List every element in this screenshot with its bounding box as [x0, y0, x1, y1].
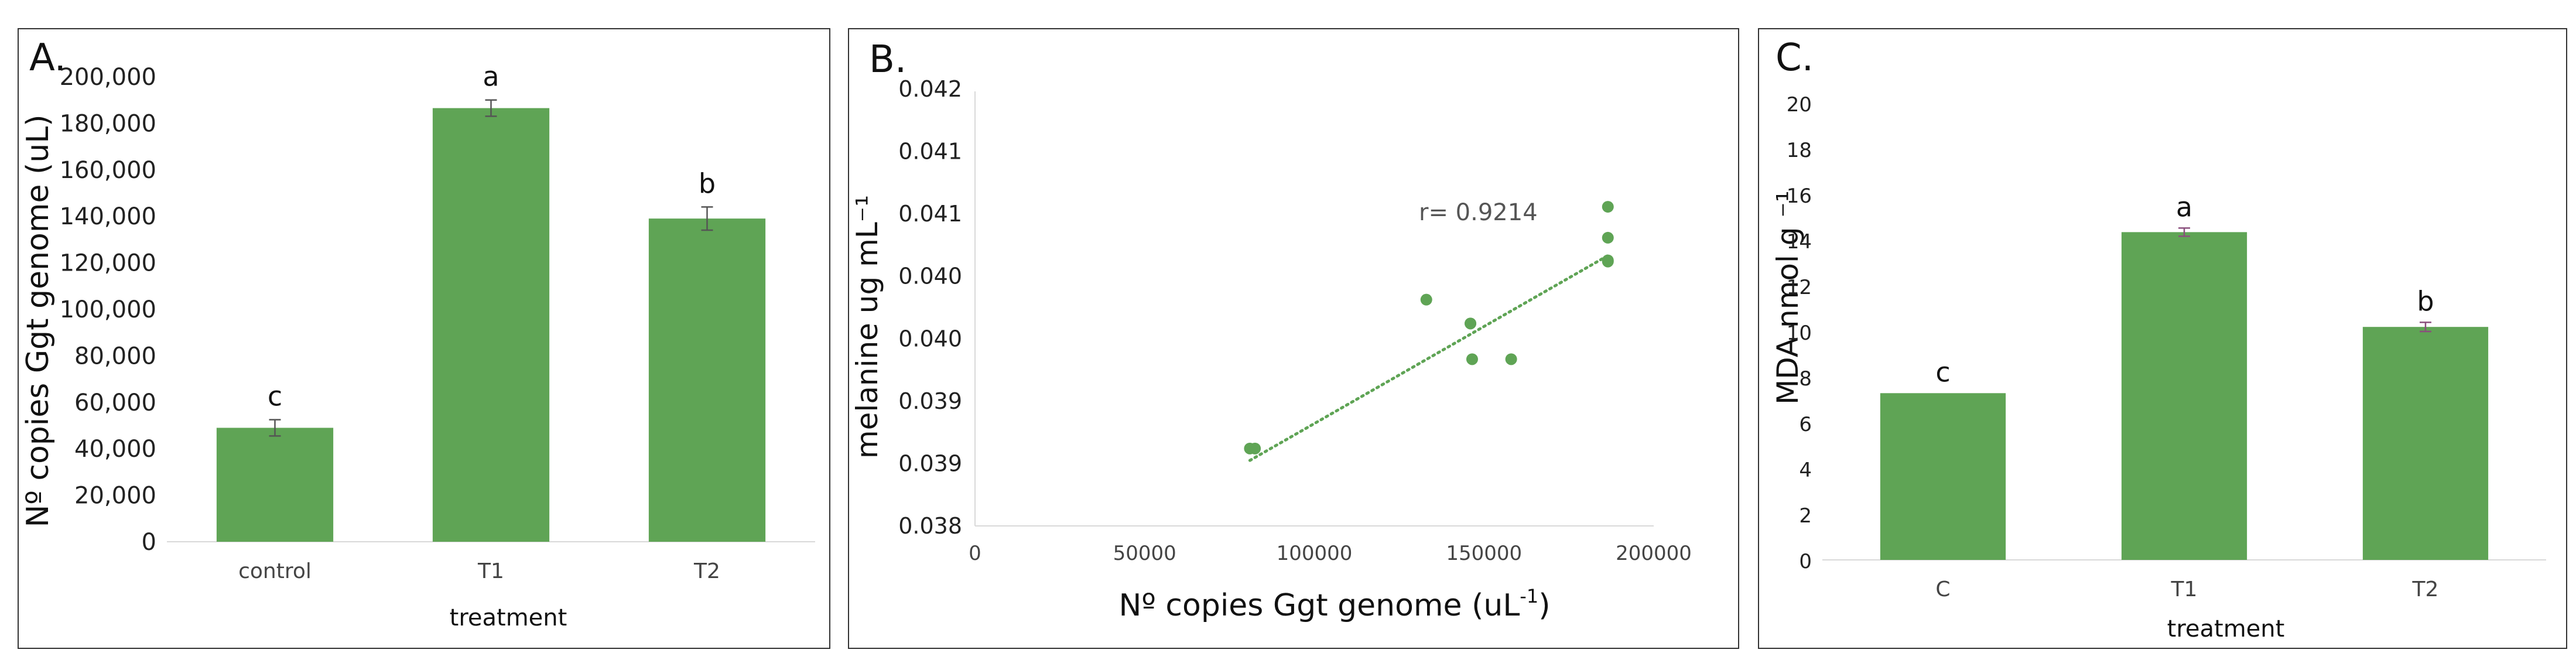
y-tick-label: 16: [1787, 184, 1812, 208]
plot-area: 0.038 0.039 0.039 0.040 0.040 0.041 0.041 0.042…: [898, 76, 1692, 565]
y-tick-label: 8: [1799, 367, 1812, 391]
data-point: [1249, 442, 1261, 454]
data-point: [1505, 353, 1517, 365]
data-point: [1602, 254, 1614, 266]
y-tick-label: 180,000: [60, 110, 156, 137]
y-tick-label: 0.042: [898, 76, 962, 102]
x-tick-label: C: [1935, 577, 1950, 601]
y-tick-label: 200,000: [60, 64, 156, 91]
y-tick-label: 0.039: [898, 388, 962, 414]
x-axis-label: Nº copies Ggt genome (uL-1): [1119, 585, 1551, 623]
y-tick-label: 0.041: [898, 139, 962, 165]
x-tick-label: control: [238, 559, 312, 583]
panel-frame: [848, 28, 1739, 649]
bar: [2362, 327, 2489, 560]
significance-letter: c: [1935, 356, 1950, 388]
bar: [1880, 393, 2006, 560]
y-tick-label: 2: [1799, 504, 1812, 528]
y-tick-label: 4: [1799, 459, 1812, 482]
y-tick-label: 6: [1799, 413, 1812, 436]
y-tick-label: 0.040: [898, 326, 962, 351]
plot-area: 0 20,000 40,000 60,000 80,000 100,000 120,000 1…: [60, 61, 815, 583]
y-axis-label: Nº copies Ggt genome (uL): [20, 114, 56, 527]
significance-letter: b: [699, 168, 716, 199]
y-tick-label: 10: [1787, 322, 1812, 345]
x-tick-label: 100000: [1277, 542, 1353, 565]
x-axis-label: treatment: [450, 604, 567, 631]
y-axis-label: MDA nmol g ⁻¹: [1771, 190, 1805, 405]
y-tick-label: 0.038: [898, 513, 962, 539]
y-tick-label: 80,000: [74, 343, 156, 370]
x-tick-label: 0: [969, 542, 981, 565]
y-tick-label: 0.040: [898, 264, 962, 289]
panel-label: A.: [29, 36, 66, 80]
y-tick-label: 18: [1787, 139, 1812, 162]
panel-label: B.: [869, 38, 906, 81]
y-tick-label: 14: [1787, 230, 1812, 254]
data-point: [1602, 201, 1614, 213]
y-tick-label: 12: [1787, 276, 1812, 299]
data-point: [1466, 353, 1478, 365]
x-tick-label: 150000: [1446, 542, 1522, 565]
panel-label: C.: [1776, 36, 1814, 80]
significance-letter: a: [2176, 191, 2192, 223]
chart-panel-b: B. melanine ug mL⁻¹ Nº copies Ggt genome…: [848, 28, 1739, 649]
x-tick-label: T1: [2171, 577, 2198, 601]
y-tick-label: 0.041: [898, 201, 962, 227]
y-tick-label: 160,000: [60, 157, 156, 184]
y-tick-label: 140,000: [60, 203, 156, 230]
bar: [216, 428, 334, 542]
y-axis-label: melanine ug mL⁻¹: [850, 195, 884, 459]
x-tick-label: T2: [693, 559, 720, 583]
y-tick-label: 100,000: [60, 296, 156, 323]
y-tick-label: 20: [1787, 93, 1812, 117]
y-tick-label: 60,000: [74, 389, 156, 416]
y-tick-label: 20,000: [74, 483, 156, 510]
bar: [648, 218, 766, 542]
x-tick-label: T1: [477, 559, 504, 583]
significance-letter: a: [483, 61, 499, 93]
chart-panel-a: A. Nº copies Ggt genome (uL) treatment 0…: [18, 28, 830, 649]
y-tick-label: 0: [142, 529, 156, 556]
y-tick-label: 40,000: [74, 436, 156, 463]
bar: [432, 108, 550, 542]
y-tick-label: 0.039: [898, 450, 962, 476]
x-tick-label: 50000: [1113, 542, 1176, 565]
significance-letter: b: [2417, 285, 2434, 317]
y-tick-label: 0: [1799, 550, 1812, 573]
x-tick-label: 200000: [1616, 542, 1692, 565]
correlation-annotation: r= 0.9214: [1419, 199, 1538, 226]
x-tick-label: T2: [2412, 577, 2439, 601]
trendline: [1248, 254, 1610, 462]
y-tick-label: 120,000: [60, 250, 156, 277]
data-point: [1602, 231, 1614, 244]
bar: [2121, 232, 2247, 560]
data-point: [1420, 293, 1432, 306]
significance-letter: c: [268, 381, 282, 412]
chart-panel-c: C. MDA nmol g ⁻¹ treatment 0 2 4 6 8 10 12 14 16…: [1758, 28, 2567, 649]
plot-area: 0 2 4 6 8 10 12 14 16 18 20 c Ca T1 b T2: [1787, 93, 2546, 601]
x-axis-label: treatment: [2167, 616, 2285, 642]
data-point: [1465, 317, 1477, 330]
